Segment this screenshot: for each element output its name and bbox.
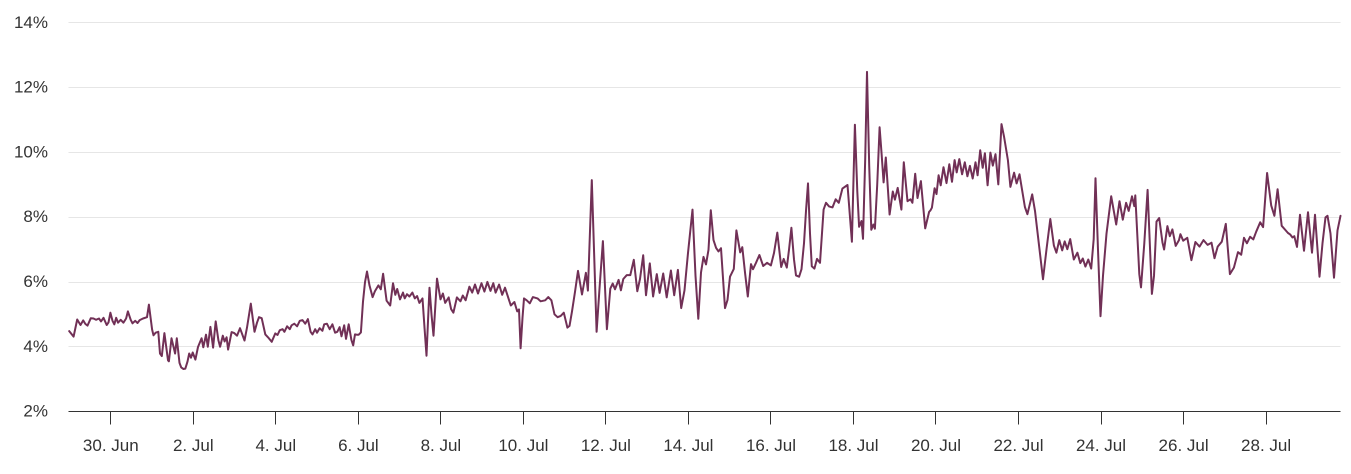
svg-text:26. Jul: 26. Jul <box>1159 436 1209 455</box>
svg-text:2%: 2% <box>23 401 48 420</box>
svg-text:6. Jul: 6. Jul <box>338 436 379 455</box>
svg-text:10%: 10% <box>14 142 48 161</box>
svg-text:6%: 6% <box>23 272 48 291</box>
svg-text:4. Jul: 4. Jul <box>255 436 296 455</box>
svg-text:14. Jul: 14. Jul <box>663 436 713 455</box>
svg-text:22. Jul: 22. Jul <box>993 436 1043 455</box>
svg-text:30. Jun: 30. Jun <box>83 436 139 455</box>
svg-text:14%: 14% <box>14 13 48 32</box>
svg-text:20. Jul: 20. Jul <box>911 436 961 455</box>
svg-text:12. Jul: 12. Jul <box>581 436 631 455</box>
svg-text:8. Jul: 8. Jul <box>421 436 462 455</box>
svg-text:4%: 4% <box>23 337 48 356</box>
svg-text:28. Jul: 28. Jul <box>1241 436 1291 455</box>
svg-text:2. Jul: 2. Jul <box>173 436 214 455</box>
svg-text:8%: 8% <box>23 207 48 226</box>
svg-text:10. Jul: 10. Jul <box>498 436 548 455</box>
svg-text:24. Jul: 24. Jul <box>1076 436 1126 455</box>
svg-text:16. Jul: 16. Jul <box>746 436 796 455</box>
svg-text:12%: 12% <box>14 78 48 97</box>
svg-text:18. Jul: 18. Jul <box>828 436 878 455</box>
